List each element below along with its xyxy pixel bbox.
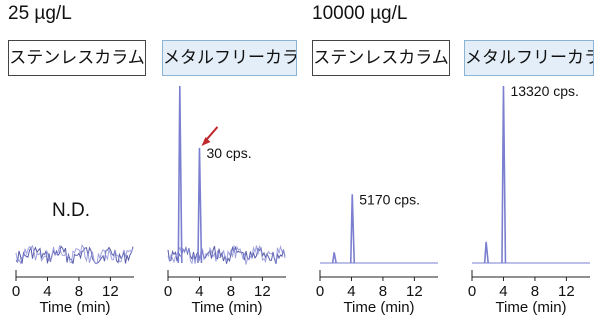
concentration-label-high: 10000 µg/L [312, 3, 408, 24]
x-axis-label: Time (min) [191, 299, 262, 316]
x-tick-label: 0 [468, 283, 476, 300]
noise-trace [15, 245, 134, 264]
x-tick-label: 12 [558, 283, 575, 300]
peak-1 [331, 252, 337, 264]
noise-trace [167, 244, 286, 265]
x-tick-label: 8 [531, 283, 539, 300]
x-tick-label: 12 [254, 283, 271, 300]
peak-2 [501, 85, 507, 264]
annotation-arrowhead [201, 136, 211, 146]
x-tick-label: 4 [499, 283, 507, 300]
noise-trace [15, 244, 134, 265]
x-axis-label: Time (min) [343, 299, 414, 316]
column-label-3: ステンレスカラム [312, 40, 450, 76]
x-tick-label: 0 [164, 283, 172, 300]
x-tick-label: 0 [12, 283, 20, 300]
column-label-4: メタルフリーカラム [464, 40, 594, 76]
peak-2 [349, 194, 356, 264]
peak-value-label: 30 cps. [206, 145, 251, 161]
peak-2 [197, 147, 203, 264]
peak-value-label: 13320 cps. [510, 83, 579, 99]
x-tick-label: 0 [316, 283, 324, 300]
peak-1 [177, 85, 183, 264]
x-tick-label: 12 [406, 283, 423, 300]
x-tick-label: 4 [347, 283, 355, 300]
not-detected-label: N.D. [52, 200, 90, 221]
noise-trace [167, 245, 286, 264]
x-tick-label: 4 [195, 283, 203, 300]
x-axis-label: Time (min) [495, 299, 566, 316]
x-tick-label: 12 [102, 283, 119, 300]
column-label-2: メタルフリーカラム [162, 40, 297, 76]
peak-1 [483, 241, 489, 264]
column-label-1: ステンレスカラム [8, 40, 146, 76]
x-axis-label: Time (min) [39, 299, 110, 316]
x-tick-label: 8 [227, 283, 235, 300]
concentration-label-low: 25 µg/L [8, 3, 72, 24]
peak-value-label: 5170 cps. [359, 191, 420, 207]
x-tick-label: 8 [75, 283, 83, 300]
x-tick-label: 8 [379, 283, 387, 300]
x-tick-label: 4 [43, 283, 51, 300]
